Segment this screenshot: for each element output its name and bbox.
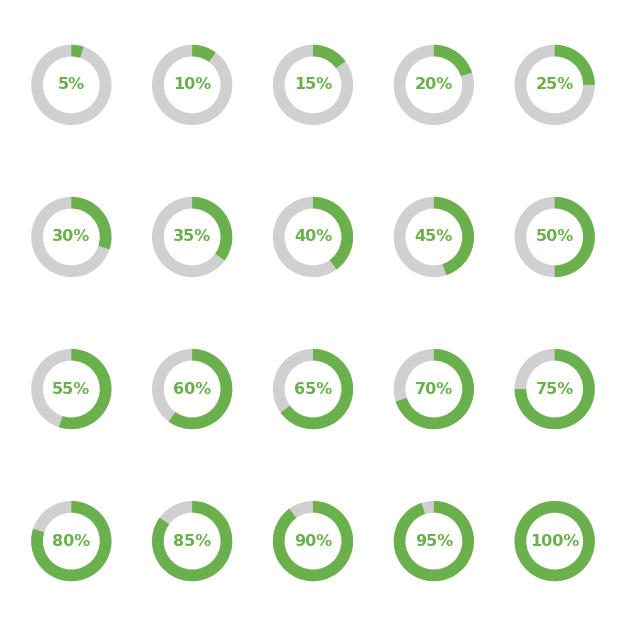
Wedge shape	[168, 349, 232, 429]
Wedge shape	[273, 501, 353, 581]
Wedge shape	[313, 45, 346, 69]
Wedge shape	[515, 501, 595, 581]
Circle shape	[44, 209, 99, 265]
Wedge shape	[394, 45, 474, 125]
Circle shape	[165, 57, 220, 113]
Wedge shape	[31, 45, 111, 125]
Wedge shape	[515, 197, 595, 277]
Circle shape	[44, 57, 99, 113]
Wedge shape	[515, 501, 595, 581]
Circle shape	[406, 57, 461, 113]
Circle shape	[406, 513, 461, 569]
Wedge shape	[394, 501, 474, 581]
Text: 80%: 80%	[52, 533, 90, 548]
Circle shape	[44, 361, 99, 417]
Wedge shape	[31, 349, 111, 429]
Circle shape	[527, 361, 582, 417]
Text: 85%: 85%	[173, 533, 212, 548]
Wedge shape	[152, 45, 232, 125]
Wedge shape	[273, 501, 353, 581]
Wedge shape	[59, 349, 111, 429]
Circle shape	[165, 209, 220, 265]
Circle shape	[527, 57, 582, 113]
Wedge shape	[434, 197, 474, 275]
Circle shape	[44, 513, 99, 569]
Text: 50%: 50%	[536, 230, 574, 245]
Wedge shape	[396, 349, 474, 429]
Text: 55%: 55%	[52, 381, 90, 396]
Circle shape	[285, 209, 341, 265]
Circle shape	[406, 209, 461, 265]
Wedge shape	[152, 501, 232, 581]
Wedge shape	[280, 349, 353, 429]
Text: 40%: 40%	[294, 230, 332, 245]
Wedge shape	[192, 45, 216, 63]
Wedge shape	[152, 349, 232, 429]
Wedge shape	[434, 45, 472, 76]
Wedge shape	[71, 45, 84, 59]
Text: 90%: 90%	[294, 533, 332, 548]
Wedge shape	[273, 349, 353, 429]
Wedge shape	[394, 501, 474, 581]
Text: 70%: 70%	[414, 381, 453, 396]
Circle shape	[285, 57, 341, 113]
Wedge shape	[394, 197, 474, 277]
Wedge shape	[515, 349, 595, 429]
Circle shape	[527, 513, 582, 569]
Wedge shape	[555, 197, 595, 277]
Wedge shape	[273, 197, 353, 277]
Text: 75%: 75%	[536, 381, 574, 396]
Wedge shape	[273, 45, 353, 125]
Text: 45%: 45%	[414, 230, 453, 245]
Wedge shape	[515, 349, 595, 429]
Wedge shape	[152, 501, 232, 581]
Circle shape	[527, 209, 582, 265]
Text: 60%: 60%	[173, 381, 212, 396]
Circle shape	[165, 513, 220, 569]
Text: 25%: 25%	[536, 78, 574, 93]
Wedge shape	[31, 501, 111, 581]
Text: 100%: 100%	[530, 533, 580, 548]
Text: 35%: 35%	[173, 230, 212, 245]
Wedge shape	[152, 197, 232, 277]
Text: 10%: 10%	[173, 78, 212, 93]
Wedge shape	[313, 197, 353, 269]
Circle shape	[406, 361, 461, 417]
Wedge shape	[192, 197, 232, 260]
Wedge shape	[555, 45, 595, 85]
Circle shape	[285, 361, 341, 417]
Wedge shape	[515, 45, 595, 125]
Wedge shape	[71, 197, 111, 249]
Wedge shape	[394, 349, 474, 429]
Text: 95%: 95%	[414, 533, 453, 548]
Wedge shape	[31, 197, 111, 277]
Text: 15%: 15%	[294, 78, 332, 93]
Text: 5%: 5%	[58, 78, 85, 93]
Circle shape	[285, 513, 341, 569]
Wedge shape	[31, 501, 111, 581]
Text: 30%: 30%	[52, 230, 90, 245]
Circle shape	[165, 361, 220, 417]
Text: 65%: 65%	[294, 381, 332, 396]
Text: 20%: 20%	[414, 78, 453, 93]
